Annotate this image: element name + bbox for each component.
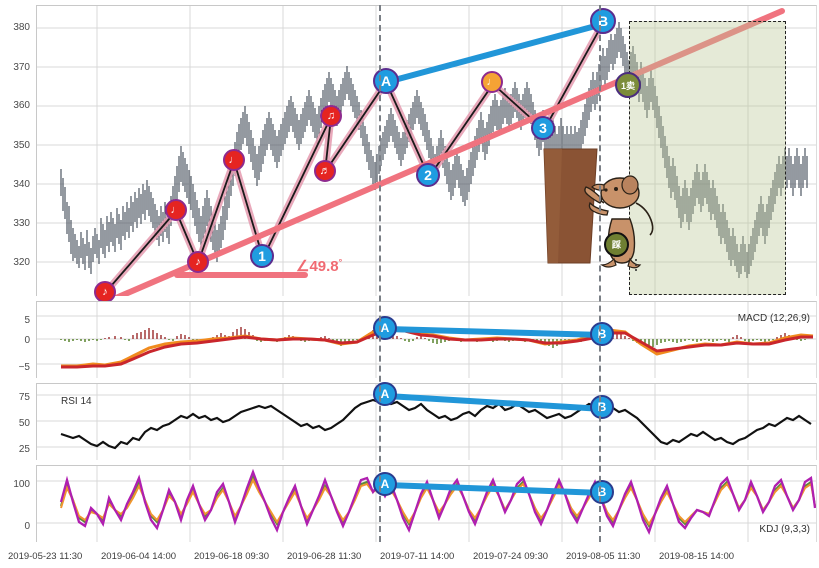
y-tick-price-350: 350 — [13, 140, 30, 151]
x-tick-1: 2019-06-04 14:00 — [101, 551, 177, 562]
kdj-chart-svg — [37, 466, 816, 542]
divergence-marker-B-kdj-label: B — [597, 485, 607, 499]
sell-signal-badge-label: 1卖 — [620, 80, 635, 91]
y-tick-price-320: 320 — [13, 257, 30, 268]
divergence-marker-B-kdj[interactable]: B — [590, 480, 614, 504]
macd-chart-svg — [37, 302, 816, 378]
price-panel[interactable] — [36, 5, 817, 296]
support-trendline — [113, 8, 785, 296]
y-tick-rsi-50: 50 — [18, 418, 30, 429]
step-signal-badge-label: 踩 — [611, 240, 621, 250]
kdj-panel[interactable]: KDJ (9,3,3) — [36, 465, 817, 542]
kdj-gridlines — [37, 466, 816, 542]
angle-annotation: ∠49.8° — [296, 257, 342, 275]
wave-point-2-label: 2 — [424, 167, 432, 183]
sell-signal-badge[interactable]: 1卖 — [615, 72, 641, 98]
zigzag-shadow — [101, 19, 607, 296]
y-tick-macd-0: 0 — [24, 335, 30, 346]
rsi-chart-svg — [37, 384, 816, 460]
pivot-marker-3[interactable]: ♪ — [187, 251, 209, 273]
macd-gridlines — [37, 302, 816, 378]
y-tick-price-380: 380 — [13, 22, 30, 33]
divergence-marker-A-macd-label: A — [380, 321, 390, 335]
y-tick-price-330: 330 — [13, 218, 30, 229]
pivot-marker-5[interactable]: ♫ — [320, 105, 342, 127]
wave-point-3[interactable]: 3 — [531, 116, 555, 140]
rsi-gridlines — [37, 384, 816, 460]
pivot-marker-2[interactable]: ♩ — [165, 199, 187, 221]
forecast-region — [629, 21, 786, 295]
wave-point-3-label: 3 — [539, 120, 547, 136]
y-tick-rsi-75: 75 — [18, 392, 30, 403]
kdj-label: KDJ (9,3,3) — [759, 524, 810, 535]
pivot-marker-1-label: ♪ — [102, 286, 108, 298]
macd-label: MACD (12,26,9) — [737, 313, 810, 324]
divergence-marker-A-kdj[interactable]: A — [373, 472, 397, 496]
divergence-marker-B-macd[interactable]: B — [590, 322, 614, 346]
wave-point-2[interactable]: 2 — [416, 163, 440, 187]
x-tick-4: 2019-07-11 14:00 — [380, 551, 455, 562]
divergence-marker-A-macd[interactable]: A — [373, 316, 397, 340]
y-tick-kdj-0: 0 — [24, 521, 30, 532]
y-tick-kdj-100: 100 — [13, 479, 30, 490]
x-tick-3: 2019-06-28 11:30 — [287, 551, 362, 562]
macd-panel[interactable]: MACD (12,26,9) — [36, 301, 817, 378]
pivot-marker-6-label: ♬ — [319, 165, 331, 177]
divergence-marker-B-price[interactable]: B — [590, 8, 616, 34]
wave-point-1[interactable]: 1 — [250, 244, 274, 268]
ohlc-bars — [60, 22, 808, 278]
step-signal-badge[interactable]: 踩 — [604, 232, 629, 257]
divergence-marker-B-macd-label: B — [597, 327, 607, 341]
x-tick-6: 2019-08-05 11:30 — [566, 551, 641, 562]
y-tick-macd-5: 5 — [24, 315, 30, 326]
zigzag-line — [104, 22, 604, 294]
divergence-marker-A-price-label: A — [380, 73, 392, 89]
pivot-marker-1[interactable]: ♪ — [94, 281, 116, 303]
pivot-marker-3-label: ♪ — [195, 256, 201, 268]
macd-dea-line — [61, 328, 813, 369]
angle-annotation-value: ∠49.8 — [296, 258, 339, 275]
pivot-marker-6[interactable]: ♬ — [314, 160, 336, 182]
y-tick-rsi-25: 25 — [18, 444, 30, 455]
y-tick-macd-neg5: −5 — [18, 362, 30, 373]
x-tick-0: 2019-05-23 11:30 — [8, 551, 83, 562]
pivot-marker-4-label: ♩ — [228, 154, 240, 166]
pivot-marker-7[interactable]: ♩ — [481, 71, 503, 93]
y-tick-price-360: 360 — [13, 100, 30, 111]
divergence-marker-A-rsi[interactable]: A — [373, 382, 397, 406]
wave-point-1-label: 1 — [258, 248, 266, 264]
divergence-marker-A-rsi-label: A — [380, 387, 390, 401]
pivot-marker-7-label: ♩ — [486, 76, 498, 88]
y-tick-price-370: 370 — [13, 62, 30, 73]
cursor-line-b[interactable] — [599, 5, 601, 542]
divergence-marker-B-rsi-label: B — [597, 400, 607, 414]
divergence-marker-A-price[interactable]: A — [373, 68, 399, 94]
rsi-label: RSI 14 — [61, 396, 92, 407]
y-tick-price-340: 340 — [13, 179, 30, 190]
angle-annotation-unit: ° — [338, 257, 343, 267]
divergence-marker-B-price-label: B — [597, 13, 609, 29]
divergence-line-price — [384, 21, 606, 85]
rsi-line — [60, 398, 812, 450]
pivot-marker-5-label: ♫ — [326, 110, 336, 122]
x-tick-5: 2019-07-24 09:30 — [473, 551, 549, 562]
pivot-marker-2-label: ♩ — [170, 204, 182, 216]
divergence-marker-B-rsi[interactable]: B — [590, 395, 614, 419]
divergence-marker-A-kdj-label: A — [380, 477, 390, 491]
rsi-panel[interactable]: RSI 14 — [36, 383, 817, 460]
x-tick-2: 2019-06-18 09:30 — [194, 551, 270, 562]
x-tick-7: 2019-08-15 14:00 — [659, 551, 735, 562]
kdj-j-line — [59, 468, 816, 535]
pivot-marker-4[interactable]: ♩ — [223, 149, 245, 171]
cursor-line-a[interactable] — [379, 5, 381, 542]
